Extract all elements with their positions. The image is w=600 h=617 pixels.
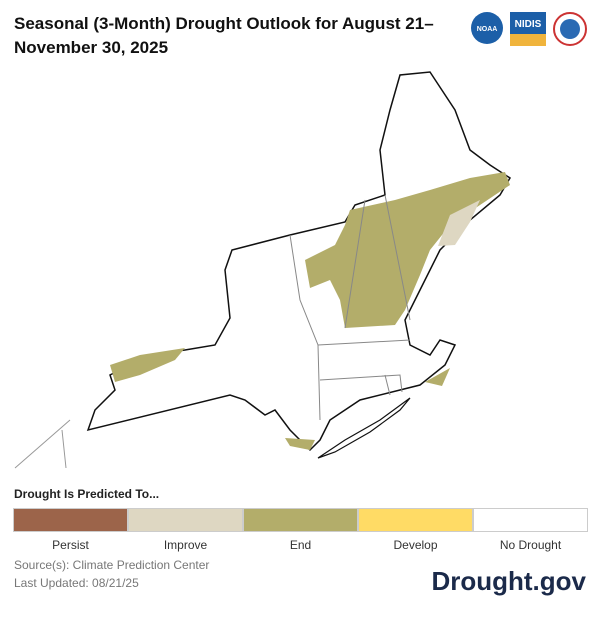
nidis-text: NIDIS <box>515 19 542 30</box>
legend-label: Persist <box>52 538 89 552</box>
legend-item: Develop <box>358 508 473 552</box>
nws-inner <box>560 19 580 39</box>
legend-label: End <box>289 538 312 552</box>
ri-border <box>384 374 391 396</box>
drought-improve-area <box>438 200 480 246</box>
drought-end-area <box>285 438 315 450</box>
legend-swatch <box>243 508 358 532</box>
legend-item: No Drought <box>473 508 588 552</box>
ny-border <box>289 234 321 421</box>
noaa-text: NOAA <box>477 26 498 33</box>
legend-item: End <box>243 508 358 552</box>
source: Source(s): Climate Prediction Center <box>14 558 210 572</box>
drought-end-area <box>425 368 450 386</box>
legend-item: Persist <box>13 508 128 552</box>
legend-swatch <box>473 508 588 532</box>
region-outline <box>86 71 512 452</box>
legend: Persist Improve End Develop No Drought <box>13 508 588 552</box>
updated: Last Updated: 08/21/25 <box>14 576 139 590</box>
nidis-band <box>510 34 546 46</box>
legend-swatch <box>13 508 128 532</box>
brand: Drought.gov <box>431 566 586 596</box>
vt-nh-border <box>344 199 366 329</box>
legend-swatch <box>358 508 473 532</box>
legend-label: No Drought <box>499 538 562 552</box>
map <box>14 71 512 469</box>
pa-lines <box>14 419 71 469</box>
ma-border <box>317 339 411 346</box>
drought-end-area <box>110 348 185 382</box>
legend-title: Drought Is Predicted To... <box>14 487 160 501</box>
ct-border <box>319 374 403 393</box>
legend-item: Improve <box>128 508 243 552</box>
legend-label: Develop <box>393 538 438 552</box>
legend-swatch <box>128 508 243 532</box>
long-island <box>317 397 411 459</box>
legend-label: Improve <box>163 538 208 552</box>
nh-me-border <box>384 194 411 321</box>
title: Seasonal (3-Month) Drought Outlook for A… <box>14 14 434 57</box>
noaa-logo <box>471 12 503 44</box>
logos: NOAA NIDIS <box>471 12 587 46</box>
